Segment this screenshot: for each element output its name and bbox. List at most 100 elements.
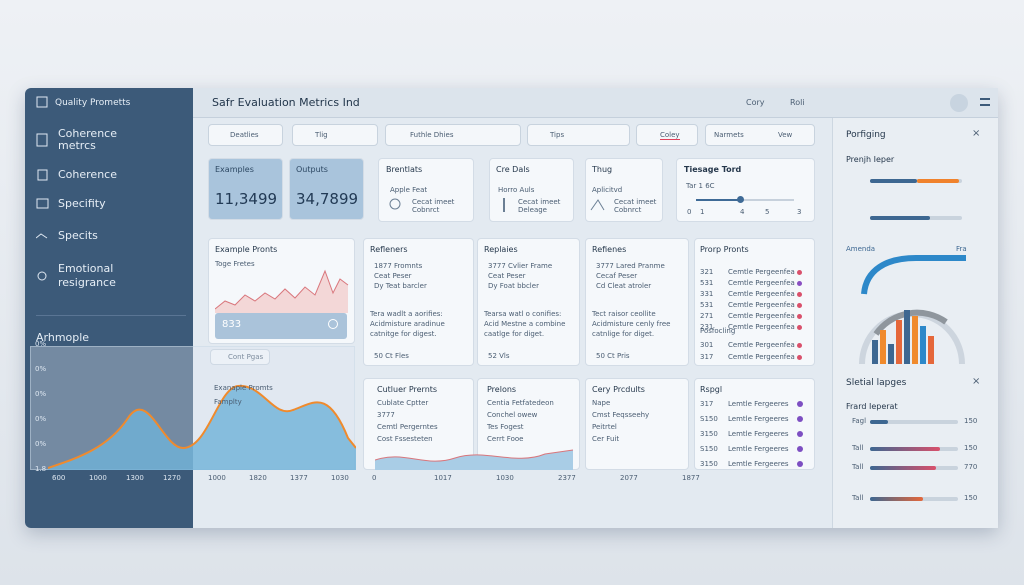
card-line: Cer Fuit [592,435,620,443]
bar-value: 770 [964,463,978,471]
button[interactable] [210,349,270,365]
status-dot [797,314,802,319]
legend-item: Fra [956,245,967,253]
y-tick-label: 0% [35,440,47,448]
nav-item[interactable]: Coherence [58,168,117,181]
stat-value: 11,3499 [215,190,278,208]
mini-card-line: Apple Feat [390,186,428,194]
list-label: Lemtle Fergeeres [728,445,789,453]
section-title: Sletial lapges [846,378,907,388]
card-line: Cublate Cptter [377,399,429,407]
mini-icons [389,198,605,212]
card-line: Cd Cleat atroler [596,282,652,290]
status-dot [797,355,802,360]
status-dot [797,401,803,407]
wave-chart [48,384,356,470]
mini-card-line: Cobnrct [412,206,440,214]
close[interactable]: × [972,128,981,139]
card-line: Acid Mestne a combine [484,320,566,328]
card-line: Acidmisture aradinue [370,320,445,328]
mini-card-line: Deleage [518,206,547,214]
list-value: 271 [700,312,714,320]
nav-item[interactable]: Specifity [58,197,106,210]
x-tick-label: 600 [52,474,66,482]
card-title: Cery Prcdults [592,385,645,394]
card [477,238,580,366]
mini-card-title: Thug [592,165,613,174]
slider-track [696,199,794,201]
status-dot [797,325,802,330]
card-footer: 52 Vls [488,352,510,360]
list-value: 321 [700,268,714,276]
bar-label: Tall [852,444,864,452]
button-label: Cont Pgas [228,353,264,361]
filter-label: Tips [550,131,565,139]
x-tick-label: 1820 [249,474,267,482]
card-line: 3777 Lared Pranme [596,262,665,270]
card-line: Nape [592,399,611,407]
status-dot [797,281,802,286]
mini-card-line: Aplicitvd [592,186,623,194]
card-line: Peitrtel [592,423,617,431]
filter[interactable] [636,124,698,146]
filter[interactable] [208,124,283,146]
filter-label: Deatlies [230,131,259,139]
list-value: S150 [700,445,718,453]
x-tick-label: 1000 [208,474,226,482]
search-icon[interactable] [328,319,338,329]
filter[interactable] [527,124,630,146]
nav-item[interactable]: Coherence metrcs [58,127,117,152]
card-title: Example Pronts [215,245,278,254]
filter-label: Tlig [315,131,328,139]
nav-item[interactable]: Emotional resigrance [58,262,116,289]
list-title: Rspgl [700,385,723,394]
list-label: Lemtle Fergeeres [728,415,789,423]
list-label: Lemtle Fergeeres [728,400,789,408]
arc-chart [859,255,966,365]
card-title: Prelons [487,385,517,394]
mini-card-line: Cecat imeet [614,198,657,206]
bar [870,497,923,501]
mini-card-line: Cecat imeet [412,198,455,206]
card [363,378,474,470]
y-tick-label: 0% [35,415,47,423]
header-action[interactable]: Roli [790,98,805,107]
filter[interactable] [385,124,521,146]
filter[interactable] [705,124,815,146]
list-value: 301 [700,341,714,349]
header-action[interactable]: Cory [746,98,765,107]
card-line: Dy Foat bbcler [488,282,539,290]
sidebar-title: Quality Prometts [55,98,131,108]
card-line: 3777 [377,411,395,419]
filter-label: Narmets [714,131,744,139]
list-value: 3150 [700,460,718,468]
card-line: catnitge for digest. [370,330,437,338]
search-box[interactable] [215,313,347,339]
close[interactable]: × [972,376,981,387]
menu-icon[interactable] [980,98,990,106]
card-title: Refleners [370,245,408,254]
bar-value: 150 [964,444,978,452]
slider-tick: 1 [700,208,705,216]
x-tick-label: 1030 [331,474,349,482]
nav-item[interactable]: Specits [58,229,98,242]
stat-card [289,158,364,220]
overlay-subtitle: Famplty [214,398,242,406]
card-line: 1877 Fromnts [374,262,423,270]
list-label: Cemtle Pergeenfea [728,323,795,331]
card [585,378,689,470]
card-title: Cutluer Prernts [377,385,438,394]
divider [36,315,186,316]
list-value: 317 [700,353,714,361]
slider-card [676,158,815,222]
filter[interactable] [292,124,378,146]
card-line: Cecaf Peser [596,272,638,280]
mini-card-line: Cecat imeet [518,198,561,206]
header-title: Safr Evaluation Metrics Ind [212,96,360,109]
list-card [694,378,815,470]
list-section: Posfocling [700,327,736,335]
avatar[interactable] [950,94,968,112]
slider-handle[interactable] [737,196,744,203]
slider-fill [696,199,740,201]
mini-card-title: Brentlats [386,165,423,174]
